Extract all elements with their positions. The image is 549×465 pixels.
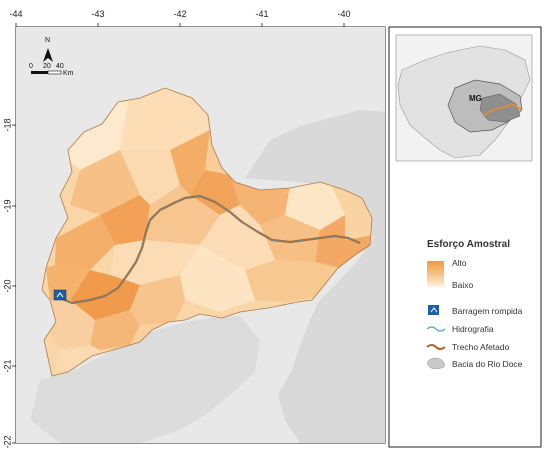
x-tick-label: -43 bbox=[91, 9, 105, 19]
inset-frame bbox=[388, 26, 542, 448]
river-line bbox=[59, 195, 361, 304]
legend-basin-icon bbox=[427, 357, 445, 370]
legend-river-icon bbox=[426, 326, 446, 332]
inset-affected-stretch bbox=[482, 103, 523, 117]
legend-dam-icon bbox=[428, 305, 439, 315]
north-label: N bbox=[45, 37, 51, 44]
scale-label-20: 20 bbox=[43, 63, 51, 70]
y-tick-label: -19 bbox=[2, 199, 13, 213]
legend-item-label: Bacia do Rio Doce bbox=[452, 359, 523, 369]
legend-affected-icon bbox=[426, 344, 446, 350]
legend-item-label: Hidrografia bbox=[452, 324, 494, 334]
x-tick-label: -44 bbox=[9, 9, 23, 19]
scale-label-0: 0 bbox=[29, 63, 33, 70]
x-tick-label: -41 bbox=[255, 9, 269, 19]
y-tick-label: -21 bbox=[2, 359, 13, 373]
y-tick-label: -20 bbox=[2, 279, 13, 293]
dam-marker bbox=[53, 289, 67, 301]
basin-outline bbox=[41, 87, 373, 377]
scale-label-40: 40 bbox=[56, 63, 64, 70]
neighbour-region-south bbox=[30, 316, 260, 443]
scale-bar bbox=[31, 70, 62, 75]
legend-item-affected: Trecho Afetado bbox=[427, 341, 542, 353]
scale-unit: Km bbox=[63, 70, 74, 77]
sampling-effort-gradient bbox=[427, 261, 444, 287]
y-tick-label: -22 bbox=[2, 435, 13, 449]
legend-item-label: Trecho Afetado bbox=[452, 342, 510, 352]
x-tick-label: -40 bbox=[337, 9, 351, 19]
legend-gradient-low: Baixo bbox=[452, 280, 474, 290]
legend-item-river: Hidrografia bbox=[427, 323, 542, 335]
inset-state-label: MG bbox=[469, 94, 482, 103]
y-tick-label: -18 bbox=[2, 118, 13, 132]
legend-item-dam: Barragem rompida bbox=[427, 305, 542, 317]
legend-item-label: Barragem rompida bbox=[452, 306, 523, 316]
x-tick-label: -42 bbox=[173, 9, 187, 19]
legend-item-basin: Bacia do Rio Doce bbox=[427, 358, 542, 370]
legend-gradient-high: Alto bbox=[452, 258, 467, 268]
north-arrow bbox=[43, 48, 53, 62]
legend-title: Esforço Amostral bbox=[427, 239, 510, 250]
frame-ticks bbox=[12, 23, 345, 444]
